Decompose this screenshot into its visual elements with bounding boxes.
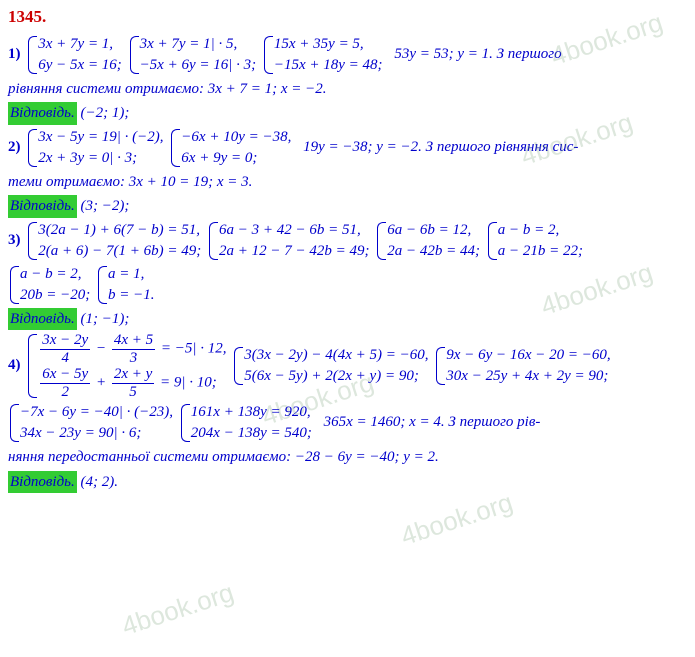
eq: 6x − 5y2 + 2x + y5 = 9| · 10; xyxy=(38,366,226,400)
problem-4-cont: няння передостанньої системи отримаємо: … xyxy=(8,446,687,469)
answer-label: Відповідь. xyxy=(8,195,77,218)
system: a = 1, b = −1. xyxy=(98,264,155,306)
text: = 9| · 10; xyxy=(160,374,217,390)
fraction: 4x + 53 xyxy=(112,332,155,366)
eq: a − b = 2, xyxy=(498,220,583,241)
system: 15x + 35y = 5, −15x + 18y = 48; xyxy=(264,34,383,76)
problem-4-line1: 4) 3x − 2y4 − 4x + 53 = −5| · 12, 6x − 5… xyxy=(8,332,687,400)
system: 161x + 138y = 920, 204x − 138y = 540; xyxy=(181,402,312,444)
problem-2-line1: 2) 3x − 5y = 19| · (−2), 2x + 3y = 0| · … xyxy=(8,127,687,169)
problem-2-cont: теми отримаємо: 3x + 10 = 19; x = 3. xyxy=(8,171,687,194)
system: −6x + 10y = −38, 6x + 9y = 0; xyxy=(171,127,291,169)
eq: 15x + 35y = 5, xyxy=(274,34,383,55)
eq: 6a − 3 + 42 − 6b = 51, xyxy=(219,220,369,241)
text: 19y = −38; y = −2. З першого рівняння си… xyxy=(303,139,578,155)
watermark: 4book.org xyxy=(117,573,239,646)
eq: 3x + 7y = 1, xyxy=(38,34,122,55)
system: a − b = 2, 20b = −20; xyxy=(10,264,90,306)
eq: a − 21b = 22; xyxy=(498,241,583,262)
eq: 5(6x − 5y) + 2(2x + y) = 90; xyxy=(244,366,428,387)
system: 9x − 6y − 16x − 20 = −60, 30x − 25y + 4x… xyxy=(436,345,610,387)
eq: 2a + 12 − 7 − 42b = 49; xyxy=(219,241,369,262)
fraction: 2x + y5 xyxy=(112,366,154,400)
eq: 3(2a − 1) + 6(7 − b) = 51, xyxy=(38,220,201,241)
system: −7x − 6y = −40| · (−23), 34x − 23y = 90|… xyxy=(10,402,173,444)
system: 3(3x − 2y) − 4(4x + 5) = −60, 5(6x − 5y)… xyxy=(234,345,428,387)
problem-4-number: 4) xyxy=(8,357,21,373)
eq: 6y − 5x = 16; xyxy=(38,55,122,76)
problem-1-number: 1) xyxy=(8,46,21,62)
system: a − b = 2, a − 21b = 22; xyxy=(488,220,583,262)
answer-value: (1; −1); xyxy=(81,311,130,327)
eq: b = −1. xyxy=(108,285,155,306)
problem-title: 1345. xyxy=(8,4,687,30)
problem-1-line1: 1) 3x + 7y = 1, 6y − 5x = 16; 3x + 7y = … xyxy=(8,34,687,76)
fraction: 3x − 2y4 xyxy=(40,332,90,366)
text: 53y = 53; y = 1. З першого xyxy=(394,46,561,62)
eq: −7x − 6y = −40| · (−23), xyxy=(20,402,173,423)
text: 365x = 1460; x = 4. З першого рів- xyxy=(324,414,541,430)
eq: 3x + 7y = 1| · 5, xyxy=(140,34,257,55)
eq: 161x + 138y = 920, xyxy=(191,402,312,423)
problem-1-cont: рівняння системи отримаємо: 3x + 7 = 1; … xyxy=(8,78,687,101)
system: 3(2a − 1) + 6(7 − b) = 51, 2(a + 6) − 7(… xyxy=(28,220,201,262)
eq: 204x − 138y = 540; xyxy=(191,423,312,444)
system: 3x − 2y4 − 4x + 53 = −5| · 12, 6x − 5y2 … xyxy=(28,332,226,400)
system: 3x + 7y = 1, 6y − 5x = 16; xyxy=(28,34,122,76)
system: 6a − 3 + 42 − 6b = 51, 2a + 12 − 7 − 42b… xyxy=(209,220,369,262)
eq: a = 1, xyxy=(108,264,155,285)
problem-2-number: 2) xyxy=(8,139,21,155)
eq: 3x − 2y4 − 4x + 53 = −5| · 12, xyxy=(38,332,226,366)
eq: −15x + 18y = 48; xyxy=(274,55,383,76)
answer-label: Відповідь. xyxy=(8,102,77,125)
eq: 20b = −20; xyxy=(20,285,90,306)
system: 3x − 5y = 19| · (−2), 2x + 3y = 0| · 3; xyxy=(28,127,163,169)
eq: 30x − 25y + 4x + 2y = 90; xyxy=(446,366,610,387)
eq: a − b = 2, xyxy=(20,264,90,285)
problem-3-line1: 3) 3(2a − 1) + 6(7 − b) = 51, 2(a + 6) −… xyxy=(8,220,687,262)
eq: 3(3x − 2y) − 4(4x + 5) = −60, xyxy=(244,345,428,366)
text: = −5| · 12, xyxy=(161,340,227,356)
eq: 6a − 6b = 12, xyxy=(387,220,480,241)
problem-2-answer: Відповідь. (3; −2); xyxy=(8,195,687,218)
eq: 3x − 5y = 19| · (−2), xyxy=(38,127,163,148)
eq: −5x + 6y = 16| · 3; xyxy=(140,55,257,76)
problem-4-answer: Відповідь. (4; 2). xyxy=(8,471,687,494)
system: 6a − 6b = 12, 2a − 42b = 44; xyxy=(377,220,480,262)
eq: 6x + 9y = 0; xyxy=(181,148,291,169)
answer-value: (4; 2). xyxy=(81,474,119,490)
problem-1-answer: Відповідь. (−2; 1); xyxy=(8,102,687,125)
eq: 2(a + 6) − 7(1 + 6b) = 49; xyxy=(38,241,201,262)
eq: 34x − 23y = 90| · 6; xyxy=(20,423,173,444)
system: 3x + 7y = 1| · 5, −5x + 6y = 16| · 3; xyxy=(130,34,257,76)
answer-value: (3; −2); xyxy=(81,198,130,214)
answer-value: (−2; 1); xyxy=(81,105,130,121)
eq: 9x − 6y − 16x − 20 = −60, xyxy=(446,345,610,366)
eq: 2x + 3y = 0| · 3; xyxy=(38,148,163,169)
problem-4-line2: −7x − 6y = −40| · (−23), 34x − 23y = 90|… xyxy=(8,402,687,444)
eq: 2a − 42b = 44; xyxy=(387,241,480,262)
problem-3-answer: Відповідь. (1; −1); xyxy=(8,308,687,331)
fraction: 6x − 5y2 xyxy=(40,366,90,400)
problem-3-number: 3) xyxy=(8,232,21,248)
problem-3-line2: a − b = 2, 20b = −20; a = 1, b = −1. xyxy=(8,264,687,306)
answer-label: Відповідь. xyxy=(8,471,77,494)
watermark: 4book.org xyxy=(396,483,518,556)
answer-label: Відповідь. xyxy=(8,308,77,331)
eq: −6x + 10y = −38, xyxy=(181,127,291,148)
